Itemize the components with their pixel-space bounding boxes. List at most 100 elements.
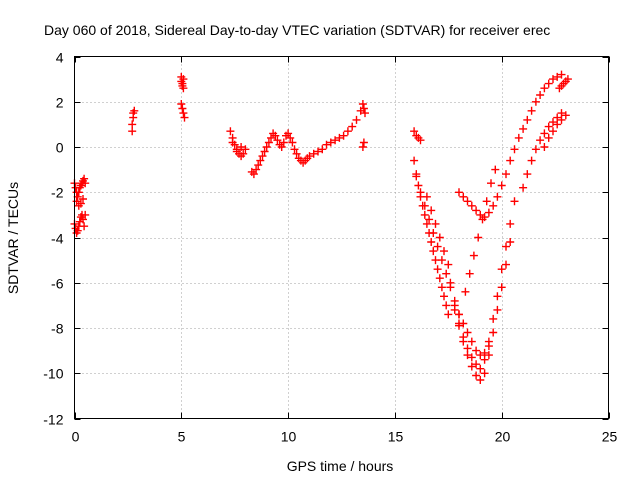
data-point bbox=[519, 124, 528, 133]
data-point bbox=[73, 226, 82, 235]
data-point bbox=[442, 269, 451, 278]
data-point bbox=[563, 75, 572, 84]
data-point bbox=[420, 210, 429, 219]
data-point bbox=[455, 188, 463, 197]
data-point bbox=[493, 292, 502, 301]
data-point bbox=[429, 229, 438, 237]
data-point bbox=[480, 369, 489, 378]
data-point bbox=[237, 143, 246, 151]
data-point bbox=[292, 149, 301, 158]
data-point bbox=[489, 328, 498, 337]
data-point bbox=[489, 314, 498, 323]
data-point bbox=[549, 75, 557, 84]
data-point bbox=[284, 129, 293, 138]
data-point bbox=[228, 138, 237, 147]
data-point bbox=[540, 84, 549, 93]
data-point bbox=[557, 109, 566, 118]
data-point bbox=[502, 170, 510, 179]
data-point bbox=[226, 127, 235, 136]
data-point bbox=[463, 351, 472, 360]
data-point bbox=[232, 147, 241, 156]
data-point bbox=[523, 170, 532, 179]
data-point bbox=[480, 355, 489, 364]
data-point bbox=[271, 131, 280, 140]
data-point bbox=[476, 376, 485, 384]
data-point bbox=[459, 192, 468, 201]
data-point bbox=[476, 210, 485, 219]
data-point bbox=[410, 156, 419, 165]
data-point bbox=[493, 192, 502, 201]
data-point bbox=[358, 100, 367, 108]
data-point bbox=[484, 208, 493, 217]
data-point bbox=[476, 364, 485, 373]
data-point bbox=[241, 145, 250, 154]
data-point bbox=[273, 136, 282, 145]
x-axis-label: GPS time / hours bbox=[287, 458, 394, 474]
data-point bbox=[440, 292, 448, 301]
data-point bbox=[519, 183, 528, 192]
data-point bbox=[326, 138, 335, 147]
data-point bbox=[260, 147, 269, 156]
data-point bbox=[288, 138, 297, 147]
y-axis-label: SDTVAR / TECUs bbox=[5, 182, 21, 294]
data-point bbox=[130, 106, 139, 115]
data-point bbox=[461, 287, 470, 296]
data-point bbox=[553, 120, 562, 129]
data-point bbox=[480, 213, 489, 222]
data-point bbox=[422, 219, 431, 228]
data-point bbox=[474, 233, 483, 242]
data-point bbox=[128, 120, 137, 129]
data-point bbox=[440, 247, 448, 256]
data-point bbox=[502, 242, 510, 251]
y-tick-labels: -12 -10 -8 -6 -4 -2 0 2 4 bbox=[43, 50, 63, 428]
data-point bbox=[506, 238, 515, 246]
data-point bbox=[467, 353, 476, 362]
data-point bbox=[416, 136, 425, 145]
data-point bbox=[497, 265, 506, 274]
data-point bbox=[444, 310, 453, 319]
data-point bbox=[412, 172, 421, 181]
data-point bbox=[179, 109, 188, 118]
data-point bbox=[80, 174, 89, 183]
data-point bbox=[431, 219, 440, 228]
y-tick-label: 4 bbox=[56, 50, 64, 66]
data-points bbox=[70, 70, 572, 384]
data-point bbox=[416, 188, 425, 197]
data-point bbox=[489, 201, 498, 210]
data-point bbox=[358, 143, 367, 151]
data-point bbox=[472, 371, 481, 380]
data-point bbox=[506, 156, 515, 165]
data-point bbox=[527, 156, 536, 165]
data-point bbox=[484, 351, 493, 360]
data-point bbox=[427, 206, 436, 215]
data-point bbox=[553, 72, 562, 81]
data-point bbox=[557, 115, 566, 124]
data-point bbox=[322, 140, 331, 149]
data-point bbox=[435, 274, 444, 283]
data-point bbox=[239, 149, 248, 158]
data-point bbox=[309, 149, 318, 158]
data-point bbox=[469, 251, 478, 260]
data-point bbox=[491, 165, 500, 174]
data-point bbox=[442, 301, 451, 310]
data-point bbox=[502, 260, 510, 269]
y-tick-label: -12 bbox=[43, 412, 63, 428]
data-point bbox=[467, 201, 476, 210]
data-point bbox=[429, 247, 438, 256]
data-point bbox=[463, 328, 472, 337]
data-point bbox=[425, 215, 434, 224]
data-point bbox=[279, 138, 288, 147]
data-point bbox=[277, 143, 286, 151]
data-point bbox=[506, 219, 515, 228]
x-tick-label: 25 bbox=[602, 429, 618, 445]
data-point bbox=[318, 145, 327, 154]
data-point bbox=[450, 305, 459, 314]
data-point bbox=[267, 133, 275, 142]
data-point bbox=[73, 192, 82, 201]
data-point bbox=[128, 127, 137, 136]
y-tick-label: -2 bbox=[51, 185, 64, 201]
data-point bbox=[465, 269, 474, 278]
x-tick-labels: 0 5 10 15 20 25 bbox=[72, 429, 618, 445]
y-tick-label: -8 bbox=[51, 321, 64, 337]
